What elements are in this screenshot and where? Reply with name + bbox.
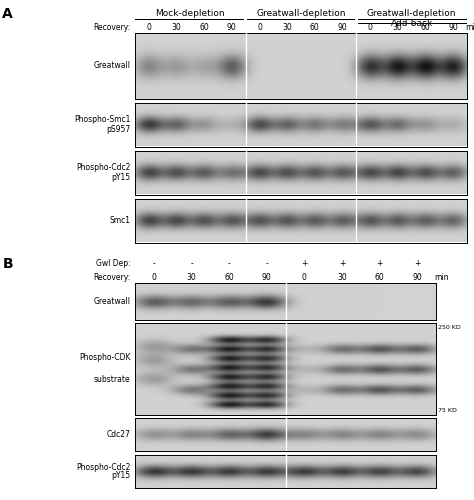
Text: Phospho-Smc1: Phospho-Smc1 bbox=[74, 114, 130, 124]
Text: -: - bbox=[265, 260, 268, 268]
Text: Gwl Dep:: Gwl Dep: bbox=[96, 260, 130, 268]
Text: 90: 90 bbox=[448, 23, 458, 32]
Text: -: - bbox=[190, 260, 193, 268]
Text: 60: 60 bbox=[375, 274, 384, 282]
Text: 90: 90 bbox=[412, 274, 422, 282]
Text: 0: 0 bbox=[152, 274, 156, 282]
Text: pY15: pY15 bbox=[111, 471, 130, 480]
Text: pS957: pS957 bbox=[106, 126, 130, 134]
Text: Mock-depletion: Mock-depletion bbox=[155, 8, 225, 18]
Text: +: + bbox=[376, 260, 383, 268]
Text: +: + bbox=[339, 260, 345, 268]
Text: 60: 60 bbox=[224, 274, 234, 282]
Text: 90: 90 bbox=[262, 274, 272, 282]
Text: Greatwall-depletion
Add-back: Greatwall-depletion Add-back bbox=[367, 8, 456, 28]
Text: min: min bbox=[465, 23, 474, 32]
Text: 60: 60 bbox=[200, 23, 209, 32]
Text: Smc1: Smc1 bbox=[109, 216, 130, 225]
Text: 30: 30 bbox=[187, 274, 196, 282]
Text: Greatwall: Greatwall bbox=[93, 61, 130, 70]
Text: 90: 90 bbox=[337, 23, 347, 32]
Text: 75 KD: 75 KD bbox=[438, 408, 457, 413]
Text: +: + bbox=[414, 260, 420, 268]
Text: 60: 60 bbox=[310, 23, 319, 32]
Text: min: min bbox=[434, 274, 449, 282]
Text: Phospho-Cdc2: Phospho-Cdc2 bbox=[76, 463, 130, 472]
Text: 0: 0 bbox=[257, 23, 262, 32]
Text: 0: 0 bbox=[302, 274, 307, 282]
Text: +: + bbox=[301, 260, 308, 268]
Text: 30: 30 bbox=[337, 274, 347, 282]
Text: Greatwall: Greatwall bbox=[93, 297, 130, 306]
Text: 250 KD: 250 KD bbox=[438, 324, 461, 330]
Text: substrate: substrate bbox=[94, 376, 130, 384]
Text: pY15: pY15 bbox=[111, 174, 130, 182]
Text: 30: 30 bbox=[172, 23, 182, 32]
Text: Greatwall-depletion: Greatwall-depletion bbox=[256, 8, 346, 18]
Text: 60: 60 bbox=[420, 23, 430, 32]
Text: Cdc27: Cdc27 bbox=[107, 430, 130, 439]
Text: 0: 0 bbox=[146, 23, 151, 32]
Text: Phospho-CDK: Phospho-CDK bbox=[79, 354, 130, 362]
Text: 90: 90 bbox=[227, 23, 237, 32]
Text: -: - bbox=[228, 260, 230, 268]
Text: Recovery:: Recovery: bbox=[93, 23, 130, 32]
Text: 0: 0 bbox=[368, 23, 373, 32]
Text: -: - bbox=[153, 260, 155, 268]
Text: Recovery:: Recovery: bbox=[93, 274, 130, 282]
Text: Phospho-Cdc2: Phospho-Cdc2 bbox=[76, 162, 130, 172]
Text: 30: 30 bbox=[283, 23, 292, 32]
Text: 30: 30 bbox=[393, 23, 402, 32]
Text: A: A bbox=[2, 8, 13, 22]
Text: B: B bbox=[2, 258, 13, 272]
